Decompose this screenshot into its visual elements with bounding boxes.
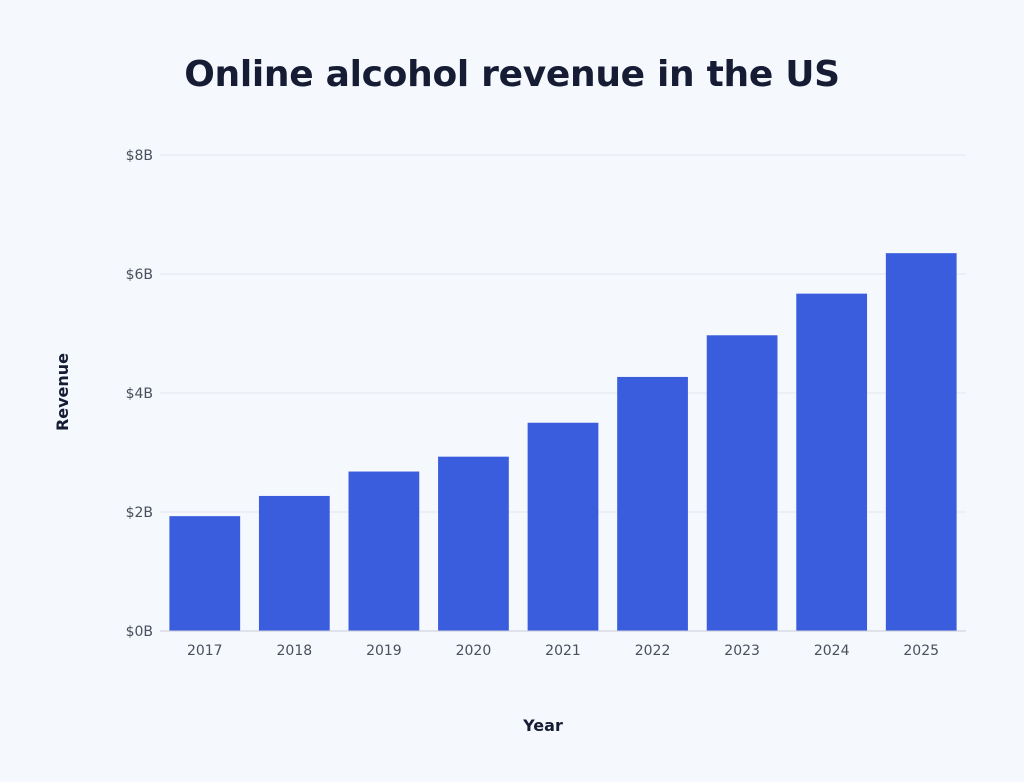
x-tick-label: 2020 (456, 643, 492, 659)
bar-2025 (885, 253, 957, 632)
x-tick-label: 2021 (545, 643, 581, 659)
x-axis-title: Year (522, 716, 563, 735)
bar-2020 (438, 456, 509, 631)
bar-2017 (169, 516, 241, 631)
y-tick-label: $4B (126, 386, 153, 402)
y-tick-label: $6B (126, 267, 153, 283)
x-tick-label: 2022 (635, 643, 671, 659)
tick-labels: $0B $2B $4B $6B $8B 2017 2018 2019 2020 2021 2022 2… (126, 148, 939, 659)
bars (169, 253, 957, 632)
y-tick-label: $8B (126, 148, 153, 164)
x-tick-label: 2023 (724, 643, 760, 659)
x-tick-label: 2025 (903, 643, 939, 659)
bar-2024 (796, 293, 868, 631)
bar-2019 (348, 471, 420, 631)
bar-2021 (527, 422, 599, 631)
x-tick-label: 2019 (366, 643, 402, 659)
y-tick-label: $0B (126, 624, 153, 640)
chart-title: Online alcohol revenue in the US (184, 54, 840, 95)
x-tick-label: 2024 (814, 643, 850, 659)
bar-2023 (706, 335, 778, 631)
bar-2022 (617, 376, 688, 631)
x-tick-label: 2017 (187, 643, 223, 659)
x-tick-label: 2018 (277, 643, 313, 659)
y-tick-label: $2B (126, 505, 153, 521)
y-axis-title: Revenue (53, 353, 72, 431)
bar-2018 (258, 495, 330, 631)
